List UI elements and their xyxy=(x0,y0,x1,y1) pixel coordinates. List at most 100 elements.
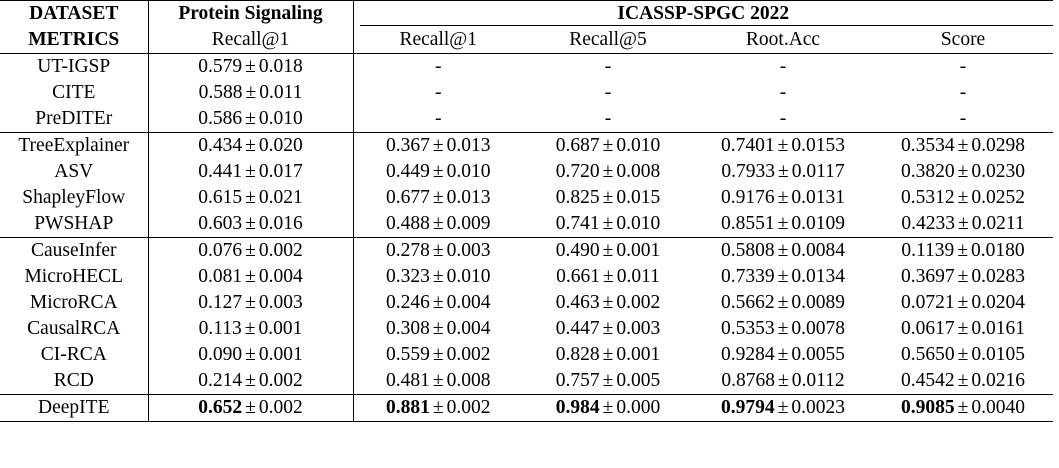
metric-error: 0.0105 xyxy=(971,344,1025,365)
method-name: DeepITE xyxy=(0,394,149,422)
metric-cell: 0.090 ±0.001 xyxy=(148,342,354,368)
metric-error: 0.0109 xyxy=(791,213,845,234)
metric-error: 0.004 xyxy=(446,318,491,339)
table-row: DeepITE 0.652 ±0.002 0.881 ±0.002 0.984 ±0.000… xyxy=(0,394,1054,422)
metric-error: 0.0112 xyxy=(791,370,845,391)
metric-cell: 0.5312 ±0.0252 xyxy=(873,185,1053,211)
metric-cell: 0.661 ±0.011 xyxy=(523,264,693,290)
metrics-label: METRICS xyxy=(0,27,149,54)
metric-cell: 0.7401 ±0.0153 xyxy=(693,132,873,159)
metric-cell: 0.463 ±0.002 xyxy=(523,290,693,316)
metric-cell: 0.367 ±0.013 xyxy=(353,132,523,159)
metric-value: 0.490 xyxy=(555,240,600,261)
metric-error: 0.010 xyxy=(258,108,303,129)
metric-value: 0.5353 xyxy=(721,318,775,339)
table-row: CauseInfer 0.076 ±0.002 0.278 ±0.003 0.490 ±0.… xyxy=(0,237,1054,264)
plus-minus-symbol: ± xyxy=(432,344,444,365)
metric-cell: 0.677 ±0.013 xyxy=(353,185,523,211)
metric-value: 0.3820 xyxy=(901,161,955,182)
metric-cell: 0.4233 ±0.0211 xyxy=(873,211,1053,238)
metric-cell: - xyxy=(523,53,693,80)
method-name: ASV xyxy=(0,159,149,185)
metric-error: 0.018 xyxy=(258,56,303,77)
plus-minus-symbol: ± xyxy=(245,108,256,129)
method-name: UT-IGSP xyxy=(0,53,149,80)
plus-minus-symbol: ± xyxy=(957,266,969,287)
metric-error: 0.013 xyxy=(446,135,491,156)
column-header: Recall@1 xyxy=(148,27,354,54)
metric-error: 0.002 xyxy=(616,292,661,313)
metric-cell: 0.9085 ±0.0040 xyxy=(873,394,1054,422)
metric-cell: 0.7933 ±0.0117 xyxy=(693,159,873,185)
metric-value: 0.449 xyxy=(386,161,430,182)
method-name: RCD xyxy=(0,368,149,395)
metric-value: 0.7933 xyxy=(721,161,775,182)
metric-value: 0.127 xyxy=(198,292,243,313)
metric-value: 0.5808 xyxy=(721,240,775,261)
method-name: CauseInfer xyxy=(0,237,149,264)
metric-error: 0.002 xyxy=(258,370,303,391)
metric-error: 0.0204 xyxy=(971,292,1025,313)
metric-value: 0.090 xyxy=(198,344,243,365)
metric-cell: - xyxy=(353,80,523,106)
metric-error: 0.003 xyxy=(258,292,303,313)
metric-error: 0.013 xyxy=(446,187,491,208)
plus-minus-symbol: ± xyxy=(432,135,444,156)
metric-cell: 0.214 ±0.002 xyxy=(148,368,354,395)
metric-error: 0.005 xyxy=(616,370,661,391)
metric-error: 0.0134 xyxy=(791,266,845,287)
plus-minus-symbol: ± xyxy=(245,397,256,418)
metric-error: 0.011 xyxy=(259,82,303,103)
metric-value: 0.687 xyxy=(555,135,600,156)
metric-error: 0.001 xyxy=(616,344,661,365)
metric-cell: 0.449 ±0.010 xyxy=(353,159,523,185)
metric-error: 0.002 xyxy=(446,397,491,418)
metric-value: 0.588 xyxy=(198,82,243,103)
metric-cell: - xyxy=(523,80,693,106)
method-name: PWSHAP xyxy=(0,211,149,238)
plus-minus-symbol: ± xyxy=(432,240,444,261)
metric-cell: 0.9284 ±0.0055 xyxy=(693,342,873,368)
plus-minus-symbol: ± xyxy=(777,292,789,313)
metric-value: 0.441 xyxy=(198,161,243,182)
table-row: CausalRCA 0.113 ±0.001 0.308 ±0.004 0.447 ±0.0… xyxy=(0,316,1053,342)
metric-cell: - xyxy=(873,106,1053,133)
method-name: ShapleyFlow xyxy=(0,185,149,211)
plus-minus-symbol: ± xyxy=(432,187,444,208)
metric-error: 0.020 xyxy=(258,135,303,156)
metric-error: 0.003 xyxy=(616,318,661,339)
plus-minus-symbol: ± xyxy=(432,292,444,313)
metric-cell: 0.588 ±0.011 xyxy=(148,80,354,106)
metric-cell: 0.3820 ±0.0230 xyxy=(873,159,1053,185)
plus-minus-symbol: ± xyxy=(957,370,969,391)
metric-value: 0.0721 xyxy=(901,292,955,313)
metric-error: 0.0211 xyxy=(971,213,1025,234)
metric-cell: 0.0617 ±0.0161 xyxy=(873,316,1053,342)
metric-value: 0.3534 xyxy=(901,135,955,156)
plus-minus-symbol: ± xyxy=(602,292,614,313)
plus-minus-symbol: ± xyxy=(432,370,444,391)
metric-cell: 0.490 ±0.001 xyxy=(523,237,693,264)
table-row: CITE 0.588 ±0.011- - - - xyxy=(0,80,1053,106)
metric-cell: 0.4542 ±0.0216 xyxy=(873,368,1053,395)
metric-cell: 0.113 ±0.001 xyxy=(148,316,354,342)
metric-value: 0.9284 xyxy=(721,344,775,365)
table-row: ShapleyFlow 0.615 ±0.021 0.677 ±0.013 0.825 ±0… xyxy=(0,185,1053,211)
metric-error: 0.0252 xyxy=(971,187,1025,208)
plus-minus-symbol: ± xyxy=(777,266,789,287)
metric-cell: 0.741 ±0.010 xyxy=(523,211,693,238)
plus-minus-symbol: ± xyxy=(602,135,614,156)
metric-error: 0.008 xyxy=(446,370,491,391)
metric-value: 0.076 xyxy=(198,240,243,261)
metric-value: 0.5650 xyxy=(901,344,955,365)
metric-cell: 0.481 ±0.008 xyxy=(353,368,523,395)
table-row: PreDITEr 0.586 ±0.010- - - - xyxy=(0,106,1053,133)
metric-cell: 0.984 ±0.000 xyxy=(523,394,693,422)
metric-value: 0.586 xyxy=(198,108,243,129)
metric-error: 0.001 xyxy=(258,344,303,365)
plus-minus-symbol: ± xyxy=(777,240,789,261)
metric-value: 0.481 xyxy=(386,370,430,391)
metric-cell: - xyxy=(693,80,873,106)
metric-value: 0.757 xyxy=(555,370,600,391)
metric-cell: - xyxy=(353,53,523,80)
